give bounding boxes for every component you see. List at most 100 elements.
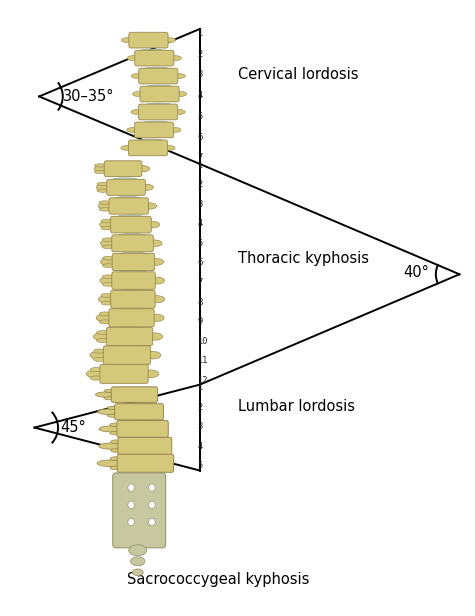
Text: 3: 3: [197, 422, 203, 431]
Ellipse shape: [108, 363, 142, 369]
FancyBboxPatch shape: [103, 346, 151, 365]
FancyBboxPatch shape: [113, 473, 166, 548]
Ellipse shape: [97, 182, 109, 185]
FancyBboxPatch shape: [114, 403, 163, 420]
Ellipse shape: [124, 420, 159, 425]
Text: 7: 7: [197, 153, 203, 162]
Text: 5: 5: [197, 461, 203, 470]
FancyBboxPatch shape: [106, 327, 152, 346]
FancyBboxPatch shape: [107, 179, 145, 195]
FancyBboxPatch shape: [128, 140, 168, 156]
Ellipse shape: [119, 252, 148, 257]
Ellipse shape: [86, 370, 104, 378]
Ellipse shape: [148, 314, 164, 322]
Text: 11: 11: [197, 356, 208, 365]
Ellipse shape: [149, 484, 155, 492]
Ellipse shape: [173, 110, 185, 115]
Ellipse shape: [94, 357, 105, 362]
Text: 5: 5: [197, 111, 203, 121]
Ellipse shape: [110, 423, 120, 426]
Text: 8: 8: [197, 298, 203, 307]
FancyBboxPatch shape: [138, 104, 178, 120]
Ellipse shape: [104, 389, 114, 392]
Ellipse shape: [131, 74, 143, 78]
Ellipse shape: [121, 38, 133, 43]
Ellipse shape: [93, 333, 110, 340]
FancyBboxPatch shape: [112, 235, 153, 252]
Ellipse shape: [101, 293, 113, 298]
Text: 9: 9: [197, 317, 203, 326]
Ellipse shape: [121, 145, 133, 150]
Ellipse shape: [112, 345, 144, 351]
Ellipse shape: [100, 277, 115, 284]
Ellipse shape: [95, 392, 117, 397]
FancyBboxPatch shape: [111, 387, 158, 402]
Text: Thoracic kyphosis: Thoracic kyphosis: [238, 251, 369, 267]
Ellipse shape: [145, 221, 160, 228]
Ellipse shape: [107, 406, 118, 410]
Ellipse shape: [103, 264, 114, 267]
Ellipse shape: [164, 38, 176, 43]
Ellipse shape: [111, 440, 121, 444]
FancyBboxPatch shape: [117, 421, 168, 437]
Ellipse shape: [173, 74, 185, 78]
Ellipse shape: [99, 320, 111, 324]
Ellipse shape: [98, 203, 112, 209]
Ellipse shape: [118, 290, 149, 294]
Text: 7: 7: [197, 278, 203, 287]
Ellipse shape: [145, 103, 173, 107]
Ellipse shape: [149, 259, 164, 265]
Ellipse shape: [129, 545, 147, 556]
Text: 4: 4: [197, 442, 203, 451]
Ellipse shape: [112, 178, 138, 182]
Ellipse shape: [118, 233, 146, 238]
Text: 2: 2: [197, 49, 203, 59]
Ellipse shape: [128, 501, 134, 509]
Ellipse shape: [133, 92, 144, 97]
Ellipse shape: [136, 166, 150, 172]
Ellipse shape: [99, 201, 111, 205]
Ellipse shape: [170, 55, 181, 60]
Ellipse shape: [110, 457, 121, 461]
FancyBboxPatch shape: [100, 364, 148, 383]
Ellipse shape: [169, 128, 181, 132]
Ellipse shape: [96, 330, 108, 334]
Ellipse shape: [107, 414, 118, 417]
Text: Sacrococcygeal kyphosis: Sacrococcygeal kyphosis: [127, 572, 310, 586]
Ellipse shape: [95, 164, 106, 167]
Ellipse shape: [140, 184, 153, 190]
FancyBboxPatch shape: [109, 309, 154, 327]
Ellipse shape: [94, 349, 105, 353]
Ellipse shape: [101, 301, 113, 305]
Ellipse shape: [142, 203, 157, 209]
Text: 4: 4: [197, 91, 203, 100]
FancyBboxPatch shape: [129, 32, 168, 48]
FancyBboxPatch shape: [118, 437, 172, 455]
Ellipse shape: [102, 238, 114, 241]
Ellipse shape: [144, 351, 161, 359]
Ellipse shape: [99, 312, 111, 316]
Text: 3: 3: [197, 200, 203, 209]
Text: 45°: 45°: [60, 420, 86, 435]
Ellipse shape: [102, 275, 114, 278]
Text: 40°: 40°: [403, 265, 429, 280]
Text: 1: 1: [197, 161, 203, 169]
Ellipse shape: [99, 426, 124, 432]
Ellipse shape: [116, 215, 144, 219]
Ellipse shape: [100, 221, 114, 228]
Text: 3: 3: [197, 70, 203, 79]
FancyBboxPatch shape: [117, 454, 174, 472]
Ellipse shape: [97, 460, 124, 466]
Ellipse shape: [110, 466, 121, 470]
Ellipse shape: [149, 277, 164, 284]
FancyBboxPatch shape: [111, 216, 151, 233]
Ellipse shape: [128, 518, 134, 525]
Ellipse shape: [102, 245, 114, 249]
Ellipse shape: [99, 443, 124, 449]
Text: 1: 1: [197, 29, 203, 38]
Ellipse shape: [146, 333, 163, 340]
Ellipse shape: [99, 208, 111, 211]
Ellipse shape: [142, 121, 170, 125]
Ellipse shape: [103, 256, 114, 260]
Ellipse shape: [121, 403, 154, 408]
